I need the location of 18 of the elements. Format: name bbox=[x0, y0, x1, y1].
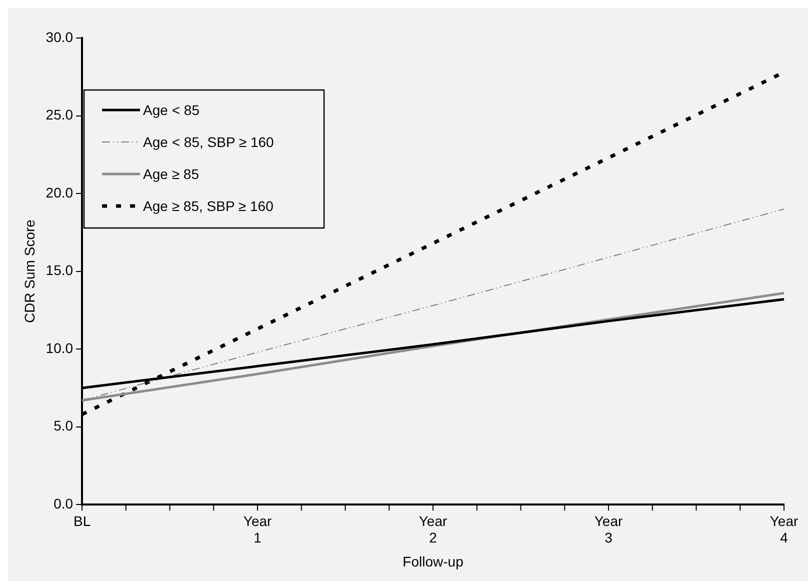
legend-label: Age < 85 bbox=[143, 102, 200, 118]
legend-label: Age ≥ 85, SBP ≥ 160 bbox=[143, 198, 274, 214]
y-tick-label: 5.0 bbox=[54, 418, 74, 434]
y-tick-label: 0.0 bbox=[54, 495, 74, 512]
x-tick-label: BL bbox=[73, 512, 91, 529]
legend-label: Age < 85, SBP ≥ 160 bbox=[143, 134, 274, 150]
x-tick-label: Year 4 bbox=[770, 512, 798, 546]
x-tick-label: Year 1 bbox=[243, 512, 272, 546]
y-tick-label: 10.0 bbox=[46, 340, 74, 356]
x-axis-title: Follow-up bbox=[402, 553, 464, 570]
y-axis-title: CDR Sum Score bbox=[21, 219, 38, 324]
y-tick-label: 15.0 bbox=[46, 262, 74, 278]
x-tick-label: Year 3 bbox=[594, 512, 623, 546]
x-tick-label: Year 2 bbox=[418, 512, 448, 546]
legend-label: Age ≥ 85 bbox=[143, 166, 200, 182]
y-tick-label: 20.0 bbox=[46, 184, 74, 200]
y-tick-label: 25.0 bbox=[46, 106, 74, 123]
y-tick-label: 30.0 bbox=[46, 28, 74, 45]
